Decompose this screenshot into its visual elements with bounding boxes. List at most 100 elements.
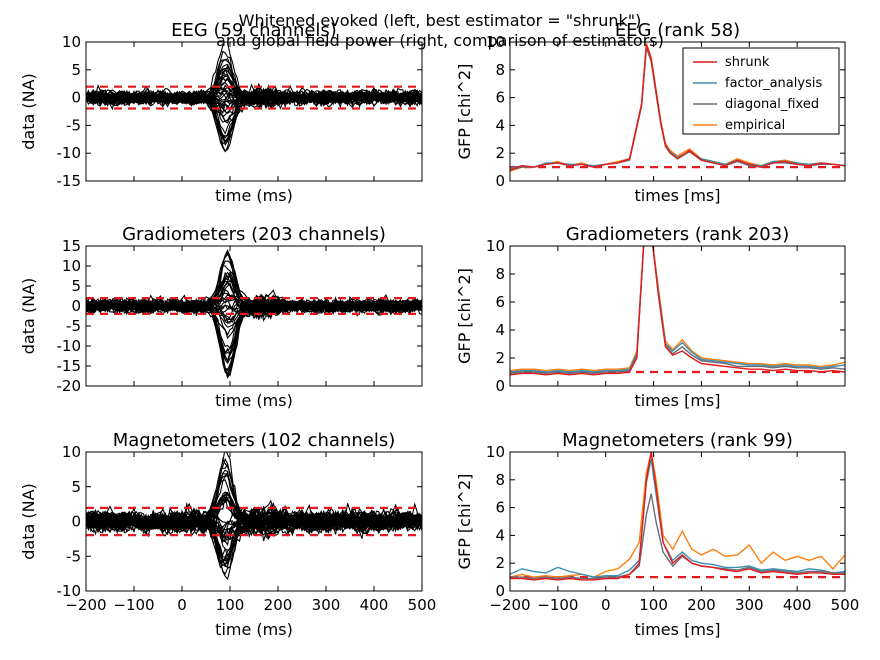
y-axis-label: data (NA) bbox=[19, 483, 38, 560]
y-axis-label: data (NA) bbox=[19, 73, 38, 150]
axes-frame bbox=[509, 245, 846, 387]
x-tick-label: 200 bbox=[687, 596, 716, 614]
y-tick-label: 2 bbox=[495, 349, 505, 367]
suptitle-line1: Whitened evoked (left, best estimator = … bbox=[239, 11, 642, 30]
gfp-series-empirical bbox=[510, 452, 845, 578]
channel-trace bbox=[86, 492, 422, 535]
gfp-series-diagonal_fixed bbox=[510, 246, 845, 375]
y-tick-label: 10 bbox=[486, 443, 505, 461]
y-tick-label: 8 bbox=[495, 265, 505, 283]
chart-title: EEG (59 channels) bbox=[171, 20, 337, 41]
y-tick-label: 2 bbox=[495, 554, 505, 572]
y-tick-label: 10 bbox=[62, 443, 81, 461]
x-tick-label: 300 bbox=[735, 596, 764, 614]
legend-label-factor_analysis: factor_analysis bbox=[725, 76, 822, 91]
gfp-series-shrunk bbox=[510, 452, 845, 581]
y-axis-label: GFP [chi^2] bbox=[455, 474, 474, 570]
x-tick-label: −200 bbox=[65, 596, 106, 614]
x-axis-label: time (ms) bbox=[215, 186, 293, 205]
y-tick-label: 6 bbox=[495, 293, 505, 311]
y-tick-label: -5 bbox=[66, 547, 81, 565]
y-tick-label: 0 bbox=[71, 513, 81, 531]
y-tick-label: 8 bbox=[495, 61, 505, 79]
x-tick-label: 500 bbox=[831, 596, 860, 614]
y-tick-label: -20 bbox=[57, 377, 82, 395]
x-tick-label: 100 bbox=[639, 596, 668, 614]
chart-eeg-gfp: 0 2 4 6 8 10 EEG (rank 58) times [ms] GFP [chi^2… bbox=[455, 20, 846, 205]
y-tick-label: -5 bbox=[66, 116, 81, 134]
gfp-series-factor_analysis bbox=[510, 246, 845, 373]
gfp-series-shrunk bbox=[510, 44, 845, 171]
chart-mag-gfp: 0 2 4 6 8 10 −200 −100 0 100 200 300 400 500 Magnetome… bbox=[455, 430, 859, 639]
y-tick-label: 10 bbox=[486, 33, 505, 51]
y-tick-label: 5 bbox=[71, 61, 81, 79]
y-tick-label: 4 bbox=[495, 321, 505, 339]
y-tick-label: 0 bbox=[495, 582, 505, 600]
x-tick-label: 400 bbox=[783, 596, 812, 614]
y-tick-label: 5 bbox=[71, 478, 81, 496]
gfp-series-empirical bbox=[510, 246, 845, 372]
x-axis-label: time (ms) bbox=[215, 620, 293, 639]
chart-mag-evoked: -10 -5 0 5 10 −200 −100 0 100 200 300 400 500 Magneto… bbox=[19, 430, 436, 639]
x-tick-label: 300 bbox=[312, 596, 341, 614]
x-tick-label: 0 bbox=[177, 596, 187, 614]
x-tick-label: 400 bbox=[360, 596, 389, 614]
x-tick-label: 200 bbox=[264, 596, 293, 614]
chart-title: Magnetometers (102 channels) bbox=[113, 430, 396, 451]
y-tick-label: 5 bbox=[71, 277, 81, 295]
legend-label-shrunk: shrunk bbox=[725, 55, 770, 70]
axes-frame bbox=[509, 41, 846, 182]
plot-area bbox=[510, 452, 845, 581]
plot-area bbox=[86, 42, 422, 153]
y-tick-label: 6 bbox=[495, 499, 505, 517]
y-axis-label: GFP [chi^2] bbox=[455, 64, 474, 160]
chart-title: EEG (rank 58) bbox=[615, 20, 740, 41]
channel-trace bbox=[86, 297, 422, 340]
channel-trace bbox=[86, 90, 422, 142]
x-tick-label: −200 bbox=[489, 596, 530, 614]
axes-frame bbox=[85, 41, 423, 182]
y-tick-label: -10 bbox=[57, 144, 82, 162]
plot-area bbox=[510, 43, 845, 172]
x-axis-label: times [ms] bbox=[635, 391, 721, 410]
x-axis-label: times [ms] bbox=[635, 620, 721, 639]
y-tick-label: 10 bbox=[62, 33, 81, 51]
chart-title: Gradiometers (rank 203) bbox=[566, 224, 789, 245]
chart-grad-evoked: -20 -15 -10 -5 0 5 10 15 Gradiometers (203 chann… bbox=[19, 224, 423, 410]
suptitle: Whitened evoked (left, best estimator = … bbox=[216, 11, 664, 50]
y-tick-label: 4 bbox=[495, 526, 505, 544]
channel-trace bbox=[86, 89, 422, 144]
plot-area bbox=[86, 452, 422, 581]
legend-label-empirical: empirical bbox=[725, 118, 785, 133]
chart-eeg-evoked: -15 -10 -5 0 5 10 EEG (59 channels) time (ms) da… bbox=[19, 20, 423, 205]
x-tick-label: 500 bbox=[408, 596, 437, 614]
plot-area bbox=[86, 249, 422, 379]
suptitle-line2: and global field power (right, compariso… bbox=[216, 31, 664, 50]
legend-label-diagonal_fixed: diagonal_fixed bbox=[725, 97, 819, 112]
subplot-grid: -15 -10 -5 0 5 10 EEG (59 channels) time (ms) da… bbox=[19, 20, 859, 639]
chart-title: Gradiometers (203 channels) bbox=[122, 224, 386, 245]
x-axis-label: times [ms] bbox=[635, 186, 721, 205]
plot-area bbox=[510, 246, 845, 376]
y-axis-label: data (NA) bbox=[19, 278, 38, 355]
y-tick-label: 10 bbox=[486, 237, 505, 255]
gfp-series-diagonal_fixed bbox=[510, 493, 845, 580]
y-axis-label: GFP [chi^2] bbox=[455, 268, 474, 364]
x-tick-label: 0 bbox=[601, 596, 611, 614]
y-tick-label: 0 bbox=[71, 89, 81, 107]
axes-frame bbox=[509, 451, 846, 592]
gfp-series-shrunk bbox=[510, 246, 845, 376]
y-tick-label: 0 bbox=[495, 172, 505, 190]
x-tick-label: 100 bbox=[216, 596, 245, 614]
channel-trace bbox=[86, 296, 422, 323]
y-tick-label: 8 bbox=[495, 471, 505, 489]
x-axis-label: time (ms) bbox=[215, 391, 293, 410]
chart-title: Magnetometers (rank 99) bbox=[562, 430, 793, 451]
y-tick-label: 0 bbox=[71, 297, 81, 315]
x-tick-label: −100 bbox=[537, 596, 578, 614]
chart-grad-gfp: 0 2 4 6 8 10 Gradiometers (rank 203) times [ms]… bbox=[455, 224, 846, 410]
axes-frame bbox=[85, 245, 423, 387]
y-tick-label: -5 bbox=[66, 317, 81, 335]
y-tick-label: 0 bbox=[495, 377, 505, 395]
